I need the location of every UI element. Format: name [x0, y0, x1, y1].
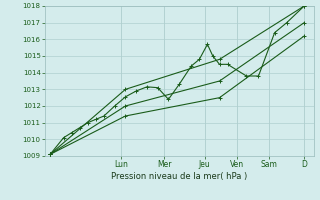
X-axis label: Pression niveau de la mer( hPa ): Pression niveau de la mer( hPa ): [111, 172, 247, 181]
